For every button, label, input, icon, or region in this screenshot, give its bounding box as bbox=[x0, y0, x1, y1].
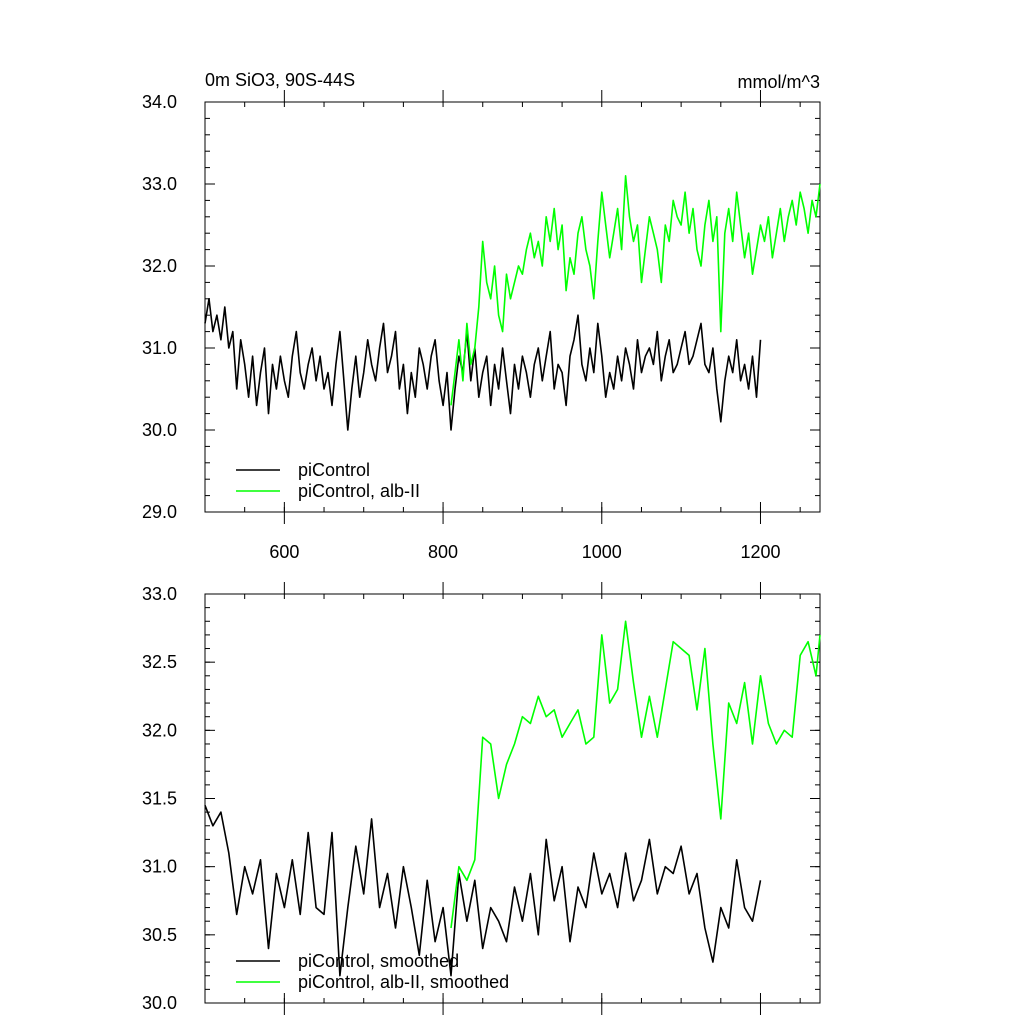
legend-label: piControl bbox=[298, 460, 370, 480]
y-tick-label: 33.0 bbox=[142, 174, 177, 194]
y-tick-label: 30.5 bbox=[142, 925, 177, 945]
plot-frame bbox=[204, 593, 821, 1004]
series-line bbox=[450, 175, 821, 406]
units-label: mmol/m^3 bbox=[738, 72, 820, 92]
y-tick-label: 29.0 bbox=[142, 502, 177, 522]
x-tick-label: 1000 bbox=[582, 542, 622, 562]
y-tick-label: 33.0 bbox=[142, 584, 177, 604]
y-tick-label: 32.0 bbox=[142, 720, 177, 740]
y-tick-label: 32.0 bbox=[142, 256, 177, 276]
y-tick-label: 30.0 bbox=[142, 420, 177, 440]
x-tick-label: 1200 bbox=[740, 542, 780, 562]
series-line bbox=[204, 805, 762, 977]
y-tick-label: 31.0 bbox=[142, 857, 177, 877]
bottom-panel: 30.0 30.5 31.0 31.5 32.0 32.5 33.0 piControl, s… bbox=[142, 582, 821, 1015]
legend-label: piControl, alb-II bbox=[298, 481, 420, 501]
plot-frame bbox=[204, 101, 821, 513]
series-line bbox=[450, 620, 821, 929]
y-tick-label: 32.5 bbox=[142, 652, 177, 672]
x-tick-label: 600 bbox=[269, 542, 299, 562]
legend-label: piControl, smoothed bbox=[298, 951, 459, 971]
series-line bbox=[204, 297, 762, 431]
top-panel: 0m SiO3, 90S-44S mmol/m^3 29.0 30.0 31.0 32… bbox=[142, 70, 821, 562]
y-tick-label: 31.5 bbox=[142, 789, 177, 809]
y-tick-label: 30.0 bbox=[142, 993, 177, 1013]
x-tick-label: 800 bbox=[428, 542, 458, 562]
y-tick-label: 31.0 bbox=[142, 338, 177, 358]
y-tick-label: 34.0 bbox=[142, 92, 177, 112]
panel-title: 0m SiO3, 90S-44S bbox=[205, 70, 355, 90]
legend-label: piControl, alb-II, smoothed bbox=[298, 972, 509, 992]
